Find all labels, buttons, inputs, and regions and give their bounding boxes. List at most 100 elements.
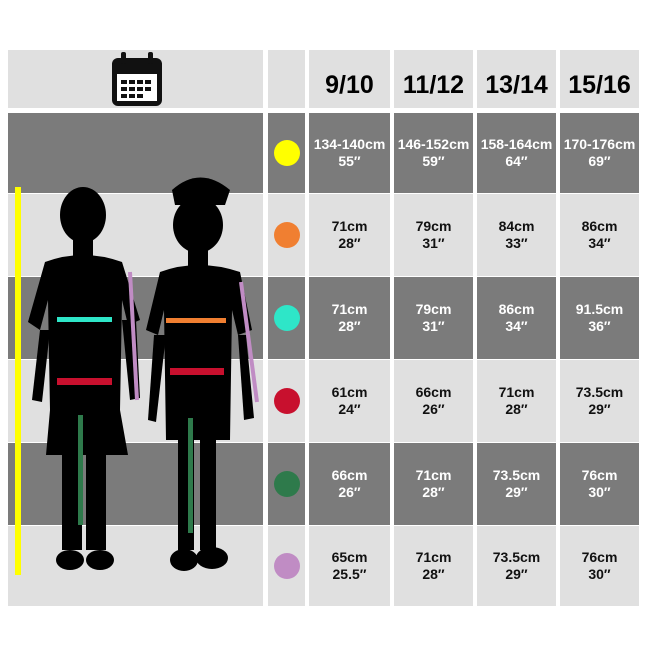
size-value-cell: 158-164cm 64″ (477, 113, 556, 193)
value-cm: 66cm (415, 384, 452, 400)
measure-indicator-cell (268, 277, 305, 359)
left-panel-stripe (8, 113, 263, 193)
value-inches: 55″ (338, 153, 361, 169)
header-blank-cell (268, 50, 305, 108)
size-value-cell: 86cm 34″ (477, 277, 556, 359)
size-value-cell: 71cm 28″ (309, 194, 390, 276)
size-value-cell: 61cm 24″ (309, 360, 390, 442)
value-cm: 146-152cm (397, 136, 470, 152)
value-inches: 34″ (588, 235, 611, 251)
calendar-icon (112, 52, 162, 106)
measure-indicator-cell (268, 113, 305, 193)
measure-indicator-cell (268, 194, 305, 276)
chest-measure-line-boy (57, 317, 112, 322)
measure-color-dot-icon (273, 305, 300, 331)
size-value-cell: 76cm 30″ (560, 443, 639, 525)
value-cm: 71cm (415, 549, 452, 565)
value-inches: 59″ (422, 153, 445, 169)
value-cm: 170-176cm (563, 136, 636, 152)
size-value-cell: 71cm 28″ (477, 360, 556, 442)
value-inches: 29″ (588, 401, 611, 417)
value-cm: 71cm (331, 301, 368, 317)
value-inches: 33″ (505, 235, 528, 251)
sleeve-measure-line-girl (239, 281, 259, 403)
inside-leg-line-boy (78, 415, 83, 525)
value-cm: 91.5cm (575, 301, 624, 317)
value-cm: 71cm (498, 384, 535, 400)
size-header: 11/12 (394, 50, 473, 108)
sleeve-measure-line-boy (128, 271, 139, 401)
value-cm: 61cm (331, 384, 368, 400)
size-value-cell: 71cm 28″ (394, 443, 473, 525)
size-value-cell: 84cm 33″ (477, 194, 556, 276)
value-inches: 26″ (422, 401, 445, 417)
value-cm: 73.5cm (575, 384, 624, 400)
size-value-cell: 79cm 31″ (394, 277, 473, 359)
value-cm: 71cm (415, 467, 452, 483)
size-value-cell: 66cm 26″ (309, 443, 390, 525)
size-value-cell: 76cm 30″ (560, 526, 639, 606)
inside-leg-line-girl (188, 418, 193, 533)
size-value-cell: 79cm 31″ (394, 194, 473, 276)
size-value-cell: 73.5cm 29″ (477, 443, 556, 525)
waist-measure-line-boy (57, 378, 112, 385)
size-header: 9/10 (309, 50, 390, 108)
value-inches: 69″ (588, 153, 611, 169)
value-inches: 29″ (505, 484, 528, 500)
value-inches: 28″ (422, 566, 445, 582)
measure-color-dot-icon (273, 388, 300, 414)
value-inches: 34″ (505, 318, 528, 334)
value-inches: 24″ (338, 401, 361, 417)
value-cm: 65cm (331, 549, 368, 565)
value-cm: 71cm (331, 218, 368, 234)
value-inches: 31″ (422, 235, 445, 251)
size-value-cell: 65cm 25.5″ (309, 526, 390, 606)
value-inches: 29″ (505, 566, 528, 582)
measure-color-dot-icon (273, 553, 300, 579)
measure-indicator-cell (268, 443, 305, 525)
measure-color-dot-icon (273, 222, 300, 248)
size-header: 15/16 (560, 50, 639, 108)
value-inches: 36″ (588, 318, 611, 334)
value-cm: 76cm (581, 467, 618, 483)
value-inches: 28″ (338, 235, 361, 251)
value-cm: 76cm (581, 549, 618, 565)
size-value-cell: 86cm 34″ (560, 194, 639, 276)
value-cm: 84cm (498, 218, 535, 234)
value-cm: 73.5cm (492, 549, 541, 565)
value-inches: 31″ (422, 318, 445, 334)
value-cm: 86cm (498, 301, 535, 317)
size-value-cell: 134-140cm 55″ (309, 113, 390, 193)
size-value-cell: 73.5cm 29″ (477, 526, 556, 606)
value-inches: 26″ (338, 484, 361, 500)
size-value-cell: 170-176cm 69″ (560, 113, 639, 193)
size-value-cell: 73.5cm 29″ (560, 360, 639, 442)
value-cm: 79cm (415, 301, 452, 317)
value-cm: 79cm (415, 218, 452, 234)
measure-color-dot-icon (273, 140, 300, 166)
value-inches: 28″ (422, 484, 445, 500)
left-panel-stripe (8, 443, 263, 525)
chest-measure-line-girl (166, 318, 226, 323)
waist-measure-line-girl (170, 368, 224, 375)
size-value-cell: 71cm 28″ (394, 526, 473, 606)
value-cm: 66cm (331, 467, 368, 483)
value-inches: 28″ (505, 401, 528, 417)
size-value-cell: 146-152cm 59″ (394, 113, 473, 193)
size-value-cell: 66cm 26″ (394, 360, 473, 442)
value-inches: 64″ (505, 153, 528, 169)
value-inches: 30″ (588, 484, 611, 500)
size-header: 13/14 (477, 50, 556, 108)
measure-indicator-cell (268, 526, 305, 606)
value-inches: 28″ (338, 318, 361, 334)
boy-silhouette (28, 187, 140, 570)
value-inches: 25.5″ (332, 566, 367, 582)
value-cm: 86cm (581, 218, 618, 234)
size-value-cell: 91.5cm 36″ (560, 277, 639, 359)
value-cm: 134-140cm (313, 136, 386, 152)
height-measure-line (15, 187, 21, 575)
measure-indicator-cell (268, 360, 305, 442)
value-cm: 158-164cm (480, 136, 553, 152)
value-inches: 30″ (588, 566, 611, 582)
